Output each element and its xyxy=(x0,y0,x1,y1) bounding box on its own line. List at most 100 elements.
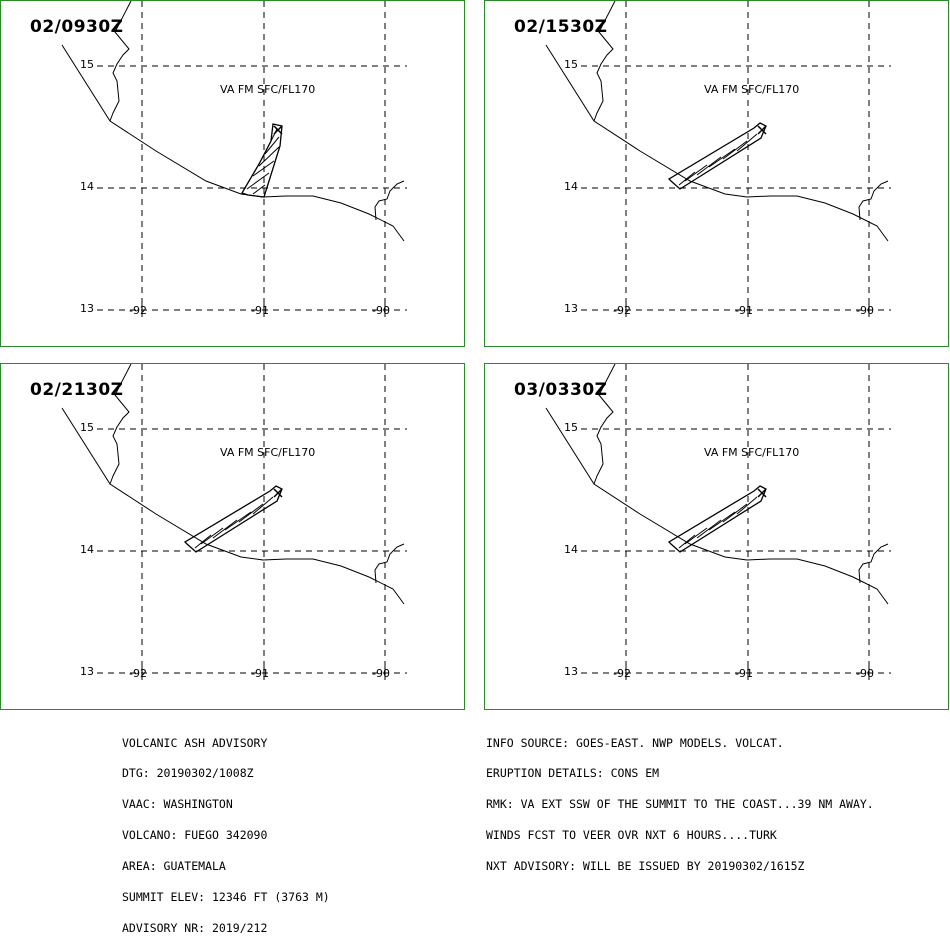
lat-label-13: 13 xyxy=(564,665,578,678)
map-geometry xyxy=(61,1,407,317)
lat-label-13: 13 xyxy=(564,302,578,315)
map-geometry xyxy=(545,364,891,680)
ash-plume-hatch xyxy=(678,171,696,186)
ash-plume-hatch xyxy=(246,172,270,190)
coastline xyxy=(545,407,889,605)
advisory-header-left: VOLCANIC ASH ADVISORY DTG: 20190302/1008… xyxy=(122,717,330,944)
lon-label-92: -92 xyxy=(129,304,147,317)
ash-plume-hatch xyxy=(722,503,748,523)
country-border xyxy=(858,180,889,221)
lon-label-90: -90 xyxy=(372,304,390,317)
lat-label-15: 15 xyxy=(564,58,578,71)
lon-label-91: -91 xyxy=(735,667,753,680)
country-border xyxy=(374,180,405,221)
ash-plume-hatch xyxy=(696,156,722,176)
ash-plume-hatch xyxy=(238,503,264,523)
advisory-line: WINDS FCST TO VEER OVR NXT 6 HOURS....TU… xyxy=(486,828,777,843)
lon-label-91: -91 xyxy=(251,667,269,680)
ash-plume-hatch xyxy=(252,496,274,515)
ash-plume-hatch xyxy=(708,148,736,168)
lat-label-14: 14 xyxy=(564,180,578,193)
country-border xyxy=(374,543,405,584)
map-geometry xyxy=(61,364,407,680)
lat-label-15: 15 xyxy=(80,421,94,434)
volcano-marker xyxy=(757,125,767,135)
advisory-line: ADVISORY NR: 2019/212 xyxy=(122,920,268,935)
ash-plume-hatch xyxy=(252,160,275,177)
advisory-line: AREA: GUATEMALA xyxy=(122,859,226,874)
advisory-line: INFO SOURCE: GOES-EAST. NWP MODELS. VOLC… xyxy=(486,735,784,750)
volcano-marker xyxy=(757,488,767,498)
ash-plume-hatch xyxy=(684,527,708,545)
ash-plume-hatch xyxy=(252,184,266,195)
lat-label-14: 14 xyxy=(80,543,94,556)
map-canvas xyxy=(61,364,407,680)
lon-label-92: -92 xyxy=(129,667,147,680)
panel-time: 02/2130Z xyxy=(30,380,124,400)
advisory-line: SUMMIT ELEV: 12346 FT (3763 M) xyxy=(122,890,330,905)
panel-time: 03/0330Z xyxy=(514,380,608,400)
ash-plume-hatch xyxy=(722,140,748,160)
ash-plume-hatch xyxy=(258,146,280,167)
ash-plume-hatch xyxy=(194,534,212,549)
ash-plume-area xyxy=(241,123,283,198)
map-canvas xyxy=(545,364,891,680)
ash-plume-area xyxy=(667,485,767,553)
ash-plume-hatch xyxy=(684,164,708,182)
va-level-label: VA FM SFC/FL170 xyxy=(220,446,316,459)
map-panel-4: 03/0330Z VA FM SFC/FL170 15 14 13 -92 -9… xyxy=(484,363,949,710)
panel-time: 02/1530Z xyxy=(514,17,608,37)
advisory-line: RMK: VA EXT SSW OF THE SUMMIT TO THE COA… xyxy=(486,797,874,812)
coastline xyxy=(545,44,889,242)
advisory-line: VAAC: WASHINGTON xyxy=(122,797,233,812)
ash-plume-hatch xyxy=(678,534,696,549)
lat-label-14: 14 xyxy=(564,543,578,556)
lat-label-15: 15 xyxy=(80,58,94,71)
ash-plume-hatch xyxy=(264,136,280,155)
ash-plume-area xyxy=(183,485,283,553)
ash-plume-hatch xyxy=(212,519,238,539)
va-level-label: VA FM SFC/FL170 xyxy=(220,83,316,96)
ash-plume-area xyxy=(667,122,767,190)
ash-plume-hatch xyxy=(200,527,224,545)
country-border xyxy=(593,364,616,485)
lon-label-91: -91 xyxy=(251,304,269,317)
advisory-line: NXT ADVISORY: WILL BE ISSUED BY 20190302… xyxy=(486,859,805,874)
ash-plume-hatch xyxy=(736,133,758,152)
map-panel-2: 02/1530Z VA FM SFC/FL170 15 14 13 -92 -9… xyxy=(484,0,949,347)
lon-label-91: -91 xyxy=(735,304,753,317)
lon-label-90: -90 xyxy=(856,667,874,680)
ash-plume-hatch xyxy=(736,496,758,515)
lon-label-92: -92 xyxy=(613,667,631,680)
panel-time: 02/0930Z xyxy=(30,17,124,37)
advisory-details-right: INFO SOURCE: GOES-EAST. NWP MODELS. VOLC… xyxy=(486,717,874,882)
advisory-line: VOLCANIC ASH ADVISORY xyxy=(122,735,268,750)
lat-label-13: 13 xyxy=(80,665,94,678)
country-border xyxy=(109,364,132,485)
lat-label-13: 13 xyxy=(80,302,94,315)
lon-label-90: -90 xyxy=(372,667,390,680)
map-panel-3: 02/2130Z VA FM SFC/FL170 15 14 13 -92 -9… xyxy=(0,363,465,710)
country-border xyxy=(858,543,889,584)
advisory-line: VOLCANO: FUEGO 342090 xyxy=(122,828,268,843)
ash-plume-hatch xyxy=(270,128,278,142)
ash-plume-hatch xyxy=(696,519,722,539)
country-border xyxy=(593,1,616,122)
map-canvas xyxy=(61,1,407,317)
lon-label-90: -90 xyxy=(856,304,874,317)
ash-plume-hatch xyxy=(224,511,252,531)
va-level-label: VA FM SFC/FL170 xyxy=(704,446,800,459)
map-geometry xyxy=(545,1,891,317)
advisory-line: DTG: 20190302/1008Z xyxy=(122,766,254,781)
lat-label-14: 14 xyxy=(80,180,94,193)
map-canvas xyxy=(545,1,891,317)
va-level-label: VA FM SFC/FL170 xyxy=(704,83,800,96)
map-panel-1: 02/0930Z VA FM SFC/FL170 15 14 13 -92 -9… xyxy=(0,0,465,347)
country-border xyxy=(109,1,132,122)
coastline xyxy=(61,407,405,605)
lon-label-92: -92 xyxy=(613,304,631,317)
volcano-marker xyxy=(273,488,283,498)
ash-plume-hatch xyxy=(708,511,736,531)
lat-label-15: 15 xyxy=(564,421,578,434)
advisory-line: ERUPTION DETAILS: CONS EM xyxy=(486,766,660,781)
